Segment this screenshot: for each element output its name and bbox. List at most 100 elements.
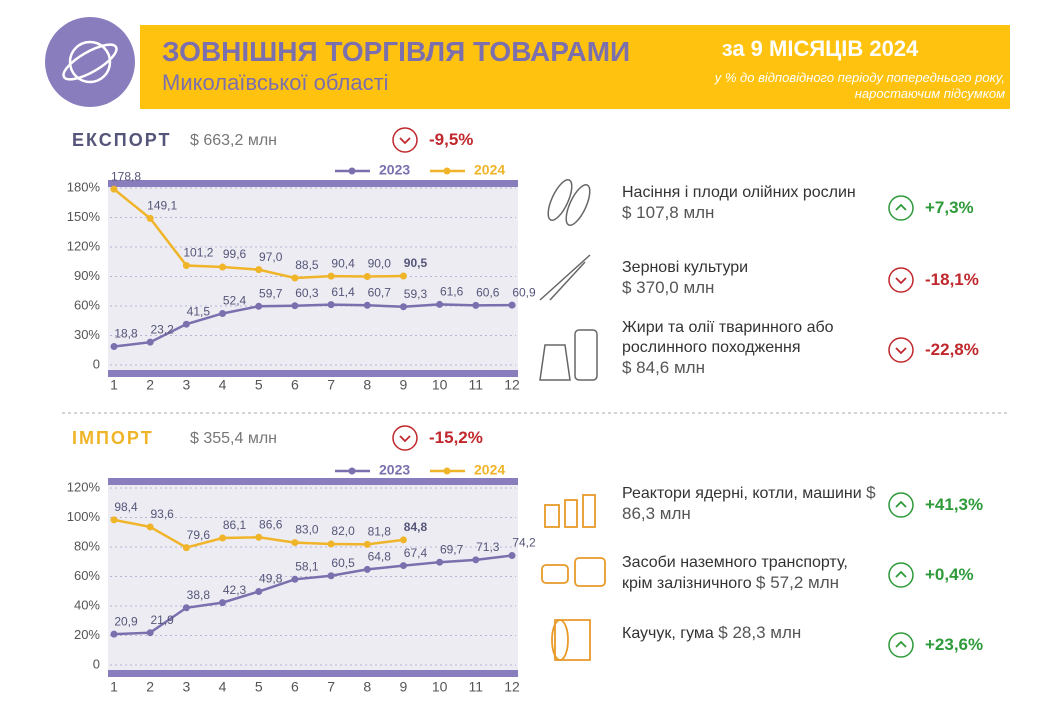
value-label: 74,2 bbox=[512, 536, 536, 550]
change: +23,6% bbox=[925, 635, 984, 654]
title: ЗОВНІШНЯ ТОРГІВЛЯ ТОВАРАМИ bbox=[162, 36, 631, 67]
point bbox=[399, 272, 407, 280]
change-arrow bbox=[895, 277, 907, 285]
subtitle: Миколаївської області bbox=[162, 70, 389, 95]
value-label: 101,2 bbox=[183, 246, 213, 260]
item-amount: $ 86,3 млн bbox=[622, 483, 876, 523]
legend-label: 2023 bbox=[379, 462, 410, 478]
point bbox=[436, 558, 444, 566]
x-tick-label: 9 bbox=[400, 679, 408, 695]
value-label: 60,7 bbox=[368, 285, 392, 299]
y-tick-label: 0 bbox=[93, 356, 100, 371]
y-tick-label: 30% bbox=[74, 327, 100, 342]
note: у % до відповідного періоду попереднього… bbox=[600, 70, 1005, 102]
value-label: 23,2 bbox=[151, 322, 175, 336]
item-amount: $ 370,0 млн bbox=[622, 278, 715, 297]
change-arrow bbox=[399, 435, 411, 443]
y-tick-label: 60% bbox=[74, 568, 100, 583]
point bbox=[182, 544, 190, 552]
change-icon bbox=[888, 492, 914, 518]
value-label: 97,0 bbox=[259, 250, 283, 264]
item-amount: $ 57,2 млн bbox=[756, 573, 840, 592]
item-amount: $ 28,3 млн bbox=[718, 623, 802, 642]
y-tick-label: 0 bbox=[93, 656, 100, 671]
point bbox=[399, 536, 407, 544]
legend-label: 2024 bbox=[474, 162, 505, 178]
value-label: 41,5 bbox=[187, 304, 211, 318]
x-tick-label: 11 bbox=[469, 377, 484, 393]
point bbox=[219, 309, 227, 317]
change-icon bbox=[888, 632, 914, 658]
point bbox=[255, 302, 263, 310]
change-icon bbox=[888, 337, 914, 363]
point bbox=[327, 540, 335, 548]
point bbox=[291, 575, 299, 583]
top-band bbox=[108, 180, 518, 187]
value-label: 18,8 bbox=[114, 327, 138, 341]
change: -9,5% bbox=[429, 130, 474, 149]
point bbox=[472, 301, 480, 309]
point bbox=[110, 630, 118, 638]
point bbox=[146, 214, 154, 222]
icons bbox=[539, 179, 598, 381]
item-amount: $ 84,6 млн bbox=[622, 358, 705, 377]
bottom-band bbox=[108, 370, 518, 377]
change: -22,8% bbox=[925, 340, 979, 359]
value-label: 90,4 bbox=[331, 256, 355, 270]
x-tick-label: 11 bbox=[469, 679, 484, 695]
point bbox=[399, 562, 407, 570]
value-label: 84,8 bbox=[404, 520, 428, 534]
item-amount: $ 107,8 млн bbox=[622, 203, 715, 222]
x-tick-label: 10 bbox=[432, 377, 448, 393]
point bbox=[436, 300, 444, 308]
point bbox=[182, 604, 190, 612]
y-tick-label: 20% bbox=[74, 627, 100, 642]
legend-marker bbox=[443, 467, 451, 475]
item: Засоби наземного транспорту, крім залізн… bbox=[622, 553, 882, 594]
legend-marker bbox=[443, 167, 451, 175]
change-arrow bbox=[399, 137, 411, 145]
y-tick-label: 100% bbox=[67, 509, 101, 524]
top-band bbox=[108, 478, 518, 485]
icons-import bbox=[541, 494, 606, 661]
point bbox=[399, 303, 407, 311]
value-label: 93,6 bbox=[151, 507, 175, 521]
x-tick-label: 4 bbox=[219, 679, 227, 695]
logo bbox=[45, 17, 135, 107]
value-label: 21,9 bbox=[151, 613, 175, 627]
change-icon bbox=[392, 127, 418, 153]
value-label: 60,5 bbox=[331, 556, 355, 570]
point bbox=[255, 533, 263, 541]
value-label: 64,8 bbox=[368, 550, 392, 564]
bottom-band bbox=[108, 670, 518, 677]
value-label: 67,4 bbox=[404, 546, 428, 560]
item: Насіння і плоди олійних рослин $ 107,8 мл… bbox=[622, 183, 882, 223]
x-tick-label: 7 bbox=[327, 377, 335, 393]
value-label: 58,1 bbox=[295, 559, 319, 573]
value-label: 60,3 bbox=[295, 286, 319, 300]
x-tick-label: 4 bbox=[219, 377, 227, 393]
y-tick-label: 180% bbox=[67, 179, 101, 194]
value-label: 178,8 bbox=[111, 169, 141, 183]
point bbox=[327, 301, 335, 309]
section-total: $ 663,2 млн bbox=[190, 132, 277, 149]
point bbox=[255, 266, 263, 274]
legend-label: 2024 bbox=[474, 462, 505, 478]
value-label: 59,3 bbox=[404, 287, 428, 301]
value-label: 83,0 bbox=[295, 523, 319, 537]
value-label: 42,3 bbox=[223, 583, 247, 597]
x-tick-label: 10 bbox=[432, 679, 448, 695]
value-label: 61,4 bbox=[331, 285, 355, 299]
value-label: 61,6 bbox=[440, 285, 464, 299]
point bbox=[291, 539, 299, 547]
x-tick-label: 5 bbox=[255, 679, 263, 695]
change-icon bbox=[888, 195, 914, 221]
legend-marker bbox=[348, 167, 356, 175]
value-label: 71,3 bbox=[476, 540, 500, 554]
point bbox=[146, 338, 154, 346]
point bbox=[327, 572, 335, 580]
change-icon bbox=[888, 562, 914, 588]
x-tick-label: 8 bbox=[363, 377, 371, 393]
point bbox=[219, 534, 227, 542]
x-tick-label: 3 bbox=[182, 377, 190, 393]
